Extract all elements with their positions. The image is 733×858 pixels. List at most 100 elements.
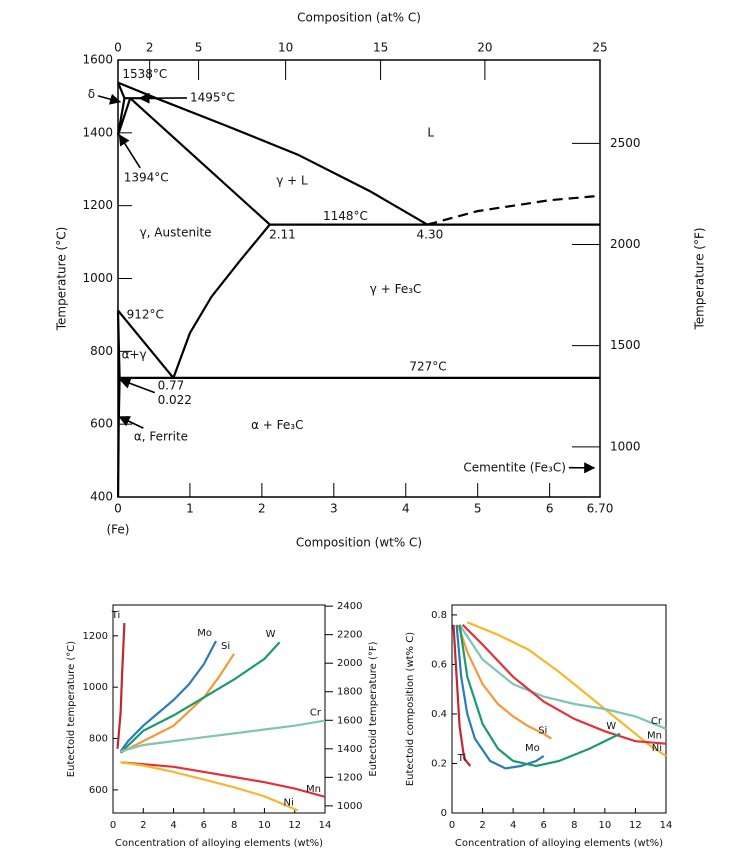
y-tick-label: 800 <box>89 734 108 745</box>
y-axis-label: Temperature (°C) <box>55 227 69 332</box>
y2-tick-label: 2400 <box>337 601 362 612</box>
x-tick-label: 12 <box>629 820 642 831</box>
annotation: Cementite (Fe₃C) <box>463 460 566 474</box>
series-label: Mn <box>306 784 321 795</box>
annotation: 1538°C <box>122 67 167 81</box>
x-tick-label: 0 <box>114 502 122 516</box>
y-tick-label: 400 <box>90 490 113 504</box>
y-axis-label: Eutectoid temperature (°C) <box>66 641 77 777</box>
chart: 0 1 2 3 4 5 6 6.700 2 5 10 15 20 25400600800100012001… <box>55 11 707 550</box>
phase-boundary <box>172 223 271 379</box>
y-tick-label: 800 <box>90 344 113 358</box>
x-tick-label: 8 <box>231 820 237 831</box>
y-tick-label: 1200 <box>82 198 113 212</box>
annotation-arrow <box>119 377 156 394</box>
x-tick-label: 0 <box>449 820 455 831</box>
series-line <box>120 761 299 812</box>
phase-boundary <box>116 82 126 136</box>
y2-tick-label: 1000 <box>610 439 641 453</box>
x2-tick-label: 5 <box>195 41 203 55</box>
annotation: α, Ferrite <box>134 429 188 443</box>
annotation-arrow <box>97 93 122 105</box>
annotation-arrow <box>118 134 141 169</box>
annotation: 1495°C <box>190 91 235 105</box>
annotation: 4.30 <box>417 227 444 241</box>
x-tick-label: 6 <box>541 820 547 831</box>
series-line <box>120 719 326 753</box>
x-tick-label: 14 <box>660 820 673 831</box>
x-tick-label: 4 <box>170 820 176 831</box>
series-label: Cr <box>651 716 663 727</box>
series-label: Ni <box>283 797 293 808</box>
annotation-arrow <box>118 416 144 429</box>
series-line <box>120 761 326 798</box>
series-label: Si <box>538 726 547 737</box>
x2-tick-label: 15 <box>373 41 388 55</box>
y-axis-label: Eutectoid composition (wt% C) <box>405 632 416 786</box>
y2-tick-label: 1400 <box>337 744 362 755</box>
series-label: Mo <box>525 743 540 754</box>
annotation: δ <box>88 87 95 101</box>
x2-tick-label: 2 <box>146 41 154 55</box>
phase-boundary <box>427 194 601 226</box>
y2-tick-label: 1000 <box>337 801 362 812</box>
x2-axis-label: Composition (at% C) <box>297 11 421 25</box>
series-label: Cr <box>310 708 322 719</box>
series-label: Ti <box>111 610 121 621</box>
plot-frame <box>451 604 667 814</box>
annotation: 1148°C <box>323 209 368 223</box>
y-tick-label: 0.2 <box>431 758 447 769</box>
x-tick-label: 8 <box>571 820 577 831</box>
x2-tick-label: 0 <box>114 41 122 55</box>
annotation: 0.022 <box>158 393 192 407</box>
phase-boundary <box>117 309 175 379</box>
series-line <box>455 624 545 770</box>
x-tick-label: 14 <box>319 820 332 831</box>
annotation: γ + L <box>276 173 308 187</box>
series-label: Ni <box>652 743 662 754</box>
y-tick-label: 1000 <box>82 271 113 285</box>
chart: 0 2 4 6 8 10 12 14 0 0.2 0.4 0.6 0.8 Concentration of… <box>405 604 673 849</box>
annotation: 912°C <box>127 307 164 321</box>
x-tick-label: 10 <box>258 820 271 831</box>
phase-boundary <box>116 310 121 378</box>
x-tick-label: 4 <box>402 502 410 516</box>
y-tick-label: 0.4 <box>431 709 447 720</box>
y2-tick-label: 2000 <box>337 658 362 669</box>
x-tick-label: 2 <box>140 820 146 831</box>
x2-tick-label: 20 <box>477 41 492 55</box>
y-tick-label: 600 <box>89 785 108 796</box>
y-tick-label: 600 <box>90 417 113 431</box>
x-tick-label: 6 <box>201 820 207 831</box>
phase-boundary <box>117 81 157 100</box>
annotation: α+γ <box>122 347 147 361</box>
y2-tick-label: 2200 <box>337 630 362 641</box>
annotation: 2.11 <box>269 227 296 241</box>
annotation: γ, Austenite <box>140 225 212 239</box>
y-tick-label: 1000 <box>83 682 108 693</box>
x-tick-label: 2 <box>479 820 485 831</box>
y2-axis-label: Temperature (°F) <box>693 227 707 330</box>
y2-tick-label: 2000 <box>610 237 641 251</box>
series-line <box>461 624 667 745</box>
x-note: (Fe) <box>107 523 130 537</box>
annotation: α + Fe₃C <box>251 418 303 432</box>
annotation: γ + Fe₃C <box>370 282 422 296</box>
chart: 0 2 4 6 8 10 12 14 600 800 1000 1200 1000 1200 1400 160… <box>66 601 379 849</box>
y-tick-label: 1200 <box>83 631 108 642</box>
y-tick-label: 1600 <box>82 53 113 67</box>
series-line <box>116 622 126 749</box>
series-line <box>120 653 236 754</box>
annotation: L <box>427 125 434 139</box>
y-tick-label: 0.8 <box>431 610 447 621</box>
phase-boundary <box>116 97 132 136</box>
x-axis-label: Concentration of alloying elements (wt%) <box>455 838 663 849</box>
x-tick-label: 12 <box>288 820 301 831</box>
series-line <box>119 640 217 753</box>
y2-tick-label: 1600 <box>337 715 362 726</box>
series-label: Ti <box>457 753 467 764</box>
annotation: 1394°C <box>124 170 169 184</box>
series-label: W <box>266 629 276 640</box>
y2-axis-label: Eutectoid temperature (°F) <box>368 641 379 776</box>
